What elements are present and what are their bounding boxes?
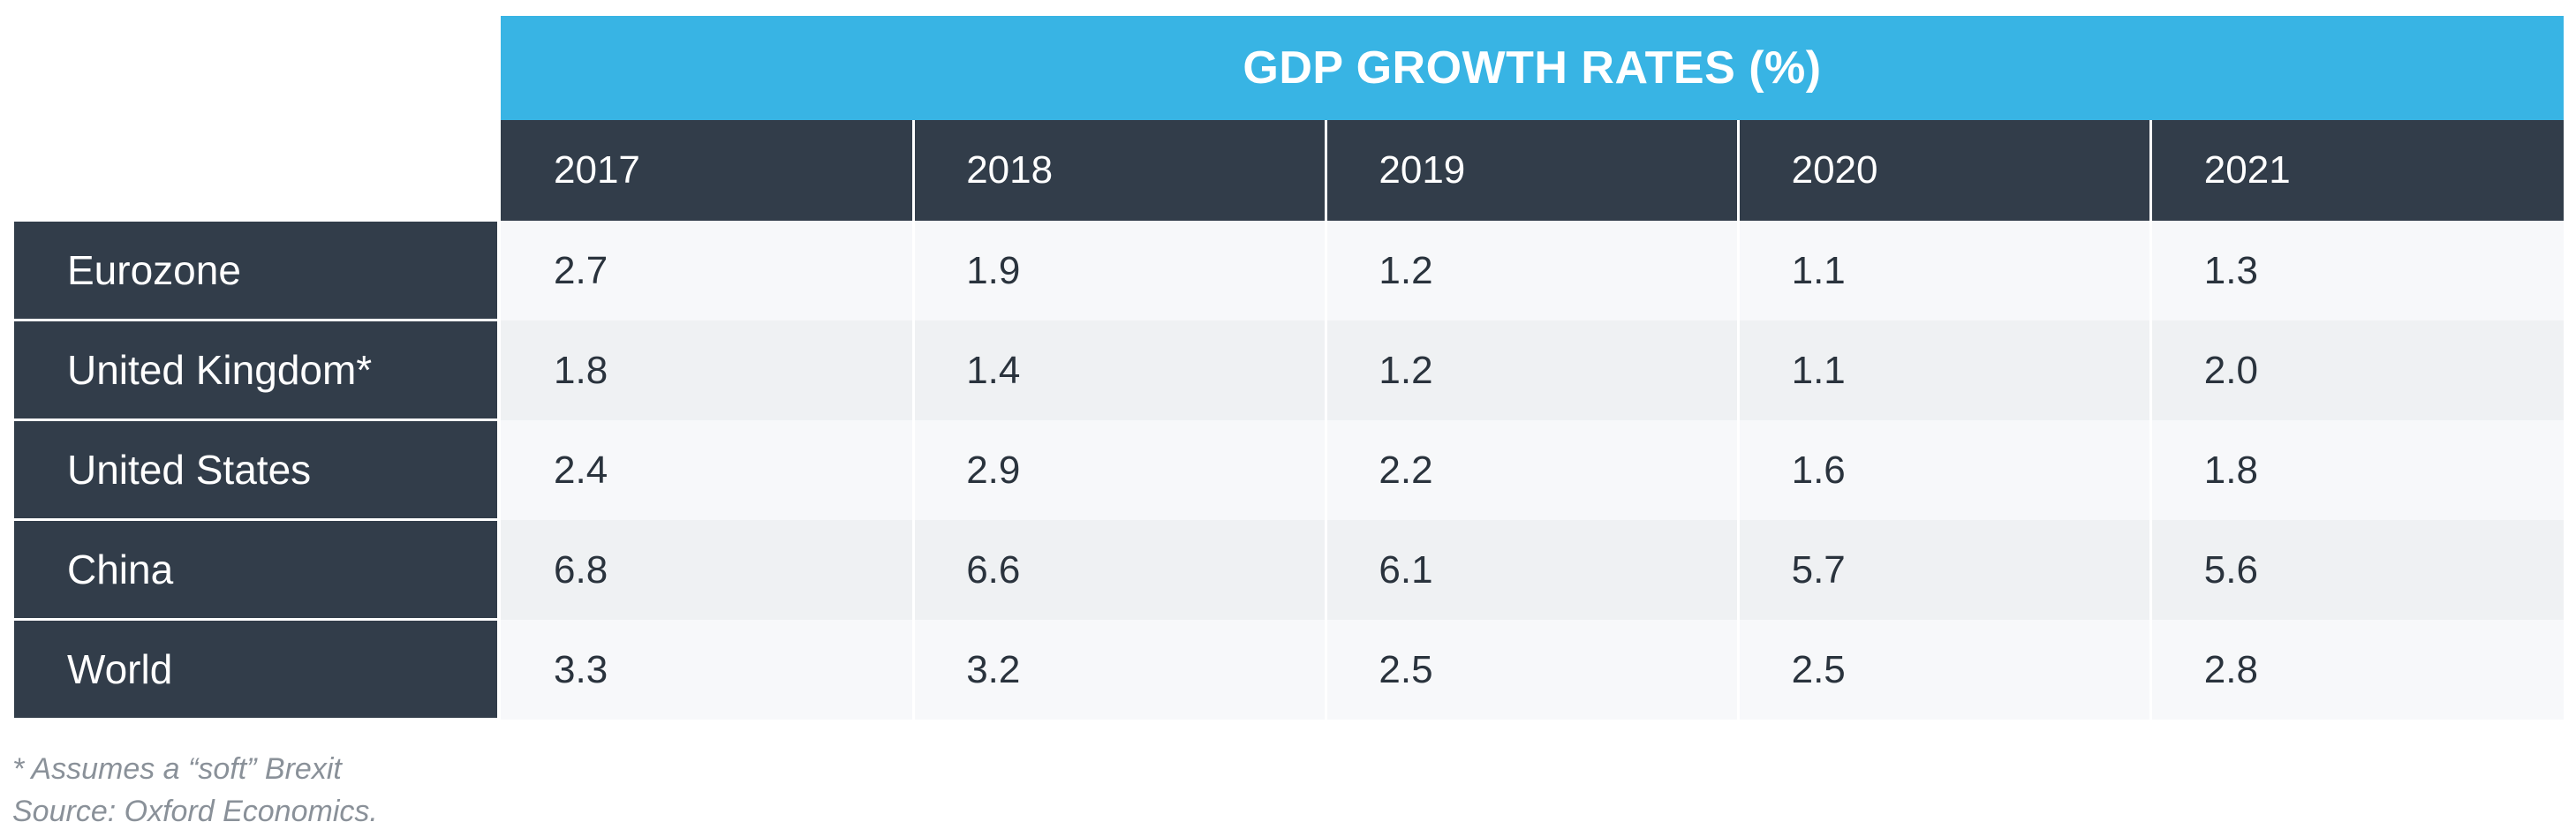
table-cell: 1.2	[1379, 348, 1433, 392]
table-cell: 2.8	[2203, 647, 2258, 691]
table-row	[501, 320, 2564, 420]
column-header-2020: 2020	[1738, 120, 2151, 221]
table-cell: 3.3	[554, 647, 608, 691]
column-header-2019: 2019	[1326, 120, 1739, 221]
table-title: GDP GROWTH RATES (%)	[501, 16, 2564, 120]
table-row	[501, 221, 2564, 320]
table-cell: 6.8	[554, 547, 608, 592]
row-label: United States	[14, 421, 497, 518]
table-row	[501, 520, 2564, 620]
table-cell: 1.1	[1791, 348, 1846, 392]
table-cell: 2.5	[1379, 647, 1433, 691]
column-divider	[2149, 120, 2153, 720]
table-cell: 1.3	[2203, 248, 2258, 292]
column-header-2018: 2018	[913, 120, 1326, 221]
column-header-2017: 2017	[501, 120, 914, 221]
table-cell: 1.8	[554, 348, 608, 392]
table-cell: 1.1	[1791, 248, 1846, 292]
table-cell: 2.4	[554, 448, 608, 492]
table-cell: 2.9	[966, 448, 1021, 492]
table-cell: 1.6	[1791, 448, 1846, 492]
table-row	[501, 420, 2564, 520]
table-cell: 3.2	[966, 647, 1021, 691]
table-cell: 5.7	[1791, 547, 1846, 592]
column-divider	[911, 120, 915, 720]
table-cell: 2.5	[1791, 647, 1846, 691]
table-cell: 1.4	[966, 348, 1021, 392]
table-cell: 2.0	[2203, 348, 2258, 392]
table-cell: 2.2	[1379, 448, 1433, 492]
column-divider	[1737, 120, 1741, 720]
footnote-assumption: * Assumes a “soft” Brexit	[12, 752, 342, 786]
column-divider	[1324, 120, 1327, 720]
row-label: World	[14, 621, 497, 718]
table-cell: 6.6	[966, 547, 1021, 592]
table-cell: 6.1	[1379, 547, 1433, 592]
table-cell: 1.2	[1379, 248, 1433, 292]
footnote-source: Source: Oxford Economics.	[12, 795, 378, 828]
table-cell: 1.9	[966, 248, 1021, 292]
row-label: Eurozone	[14, 222, 497, 319]
table-row	[501, 620, 2564, 720]
column-header-2021: 2021	[2150, 120, 2564, 221]
table-cell: 5.6	[2203, 547, 2258, 592]
table-cell: 1.8	[2203, 448, 2258, 492]
table-cell: 2.7	[554, 248, 608, 292]
row-label: United Kingdom*	[14, 321, 497, 418]
row-label: China	[14, 521, 497, 618]
